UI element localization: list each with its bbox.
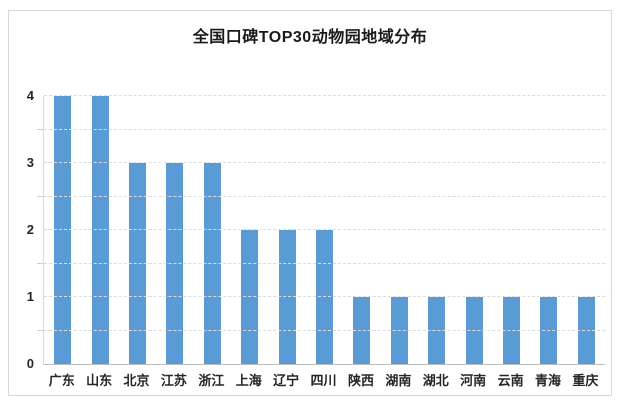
- bar-slot: [568, 96, 605, 364]
- x-axis-label-辽宁: 辽宁: [273, 373, 300, 388]
- y-minor-tick: [37, 262, 43, 264]
- chart-title: 全国口碑TOP30动物园地域分布: [192, 29, 428, 46]
- bar-浙江: [203, 163, 221, 364]
- bar-四川: [316, 230, 334, 364]
- y-axis-label-3: 3: [26, 155, 34, 170]
- bar-slot: [530, 96, 567, 364]
- bar-湖南: [390, 297, 408, 364]
- x-axis-label-云南: 云南: [497, 373, 524, 388]
- bar-上海: [241, 230, 259, 364]
- bar-广东: [54, 96, 72, 364]
- bar-湖北: [428, 297, 446, 364]
- bar-青海: [540, 297, 558, 364]
- x-axis-label-陕西: 陕西: [347, 373, 374, 388]
- x-axis-label-河南: 河南: [460, 373, 487, 388]
- bar-河南: [465, 297, 483, 364]
- x-axis-label-湖北: 湖北: [422, 373, 449, 388]
- bar-辽宁: [278, 230, 296, 364]
- gridline-4: [44, 95, 605, 96]
- x-axis-labels: 广东 山东 北京 江苏 浙江 上海 辽宁 四川 陕西 湖南 湖北 河南 云南 青海 重庆: [43, 370, 604, 389]
- bar-云南: [503, 297, 521, 364]
- gridline-3: [44, 162, 605, 163]
- chart-card: 全国口碑TOP30动物园地域分布 0 1 2 3 4 广东 山东 北京 江苏 浙江 上海 辽宁 四川陕…: [8, 10, 612, 396]
- bar-slot: [306, 96, 343, 364]
- x-axis-label-山东: 山东: [86, 373, 113, 388]
- bar-slot: [44, 96, 81, 364]
- bar-slot: [343, 96, 380, 364]
- y-axis-label-4: 4: [26, 88, 34, 103]
- bar-slot: [194, 96, 231, 364]
- x-axis-label-重庆: 重庆: [572, 373, 599, 388]
- gridline-1.5: [44, 262, 605, 264]
- bar-slot: [119, 96, 156, 364]
- y-axis-labels: 0 1 2 3 4: [9, 88, 37, 371]
- bar-slot: [81, 96, 118, 364]
- y-minor-tick: [37, 128, 43, 130]
- bar-slot: [381, 96, 418, 364]
- y-axis-label-2: 2: [26, 222, 34, 237]
- y-axis-label-1: 1: [26, 289, 34, 304]
- bar-山东: [91, 96, 109, 364]
- x-axis-label-北京: 北京: [123, 373, 150, 388]
- bar-slot: [455, 96, 492, 364]
- bar-重庆: [577, 297, 595, 364]
- x-axis-label-青海: 青海: [534, 373, 561, 388]
- gridline-0.5: [44, 329, 605, 331]
- x-axis-label-广东: 广东: [48, 373, 75, 388]
- x-axis-label-上海: 上海: [235, 373, 262, 388]
- x-axis-label-湖南: 湖南: [385, 373, 412, 388]
- x-axis-label-江苏: 江苏: [160, 373, 187, 388]
- bar-slot: [231, 96, 268, 364]
- gridline-1: [44, 296, 605, 297]
- gridline-3.5: [44, 128, 605, 130]
- x-axis-label-浙江: 浙江: [198, 373, 225, 388]
- bar-slot: [268, 96, 305, 364]
- gridline-2.5: [44, 195, 605, 197]
- y-axis-label-0: 0: [26, 356, 34, 371]
- plot-area: [37, 95, 605, 365]
- bar-slot: [418, 96, 455, 364]
- bar-北京: [129, 163, 147, 364]
- y-minor-tick: [37, 329, 43, 331]
- bar-江苏: [166, 163, 184, 364]
- bars-container: [44, 96, 605, 364]
- y-minor-tick: [37, 195, 43, 197]
- gridline-2: [44, 229, 605, 230]
- bar-slot: [156, 96, 193, 364]
- bar-slot: [493, 96, 530, 364]
- x-axis-label-四川: 四川: [310, 373, 337, 388]
- bar-陕西: [353, 297, 371, 364]
